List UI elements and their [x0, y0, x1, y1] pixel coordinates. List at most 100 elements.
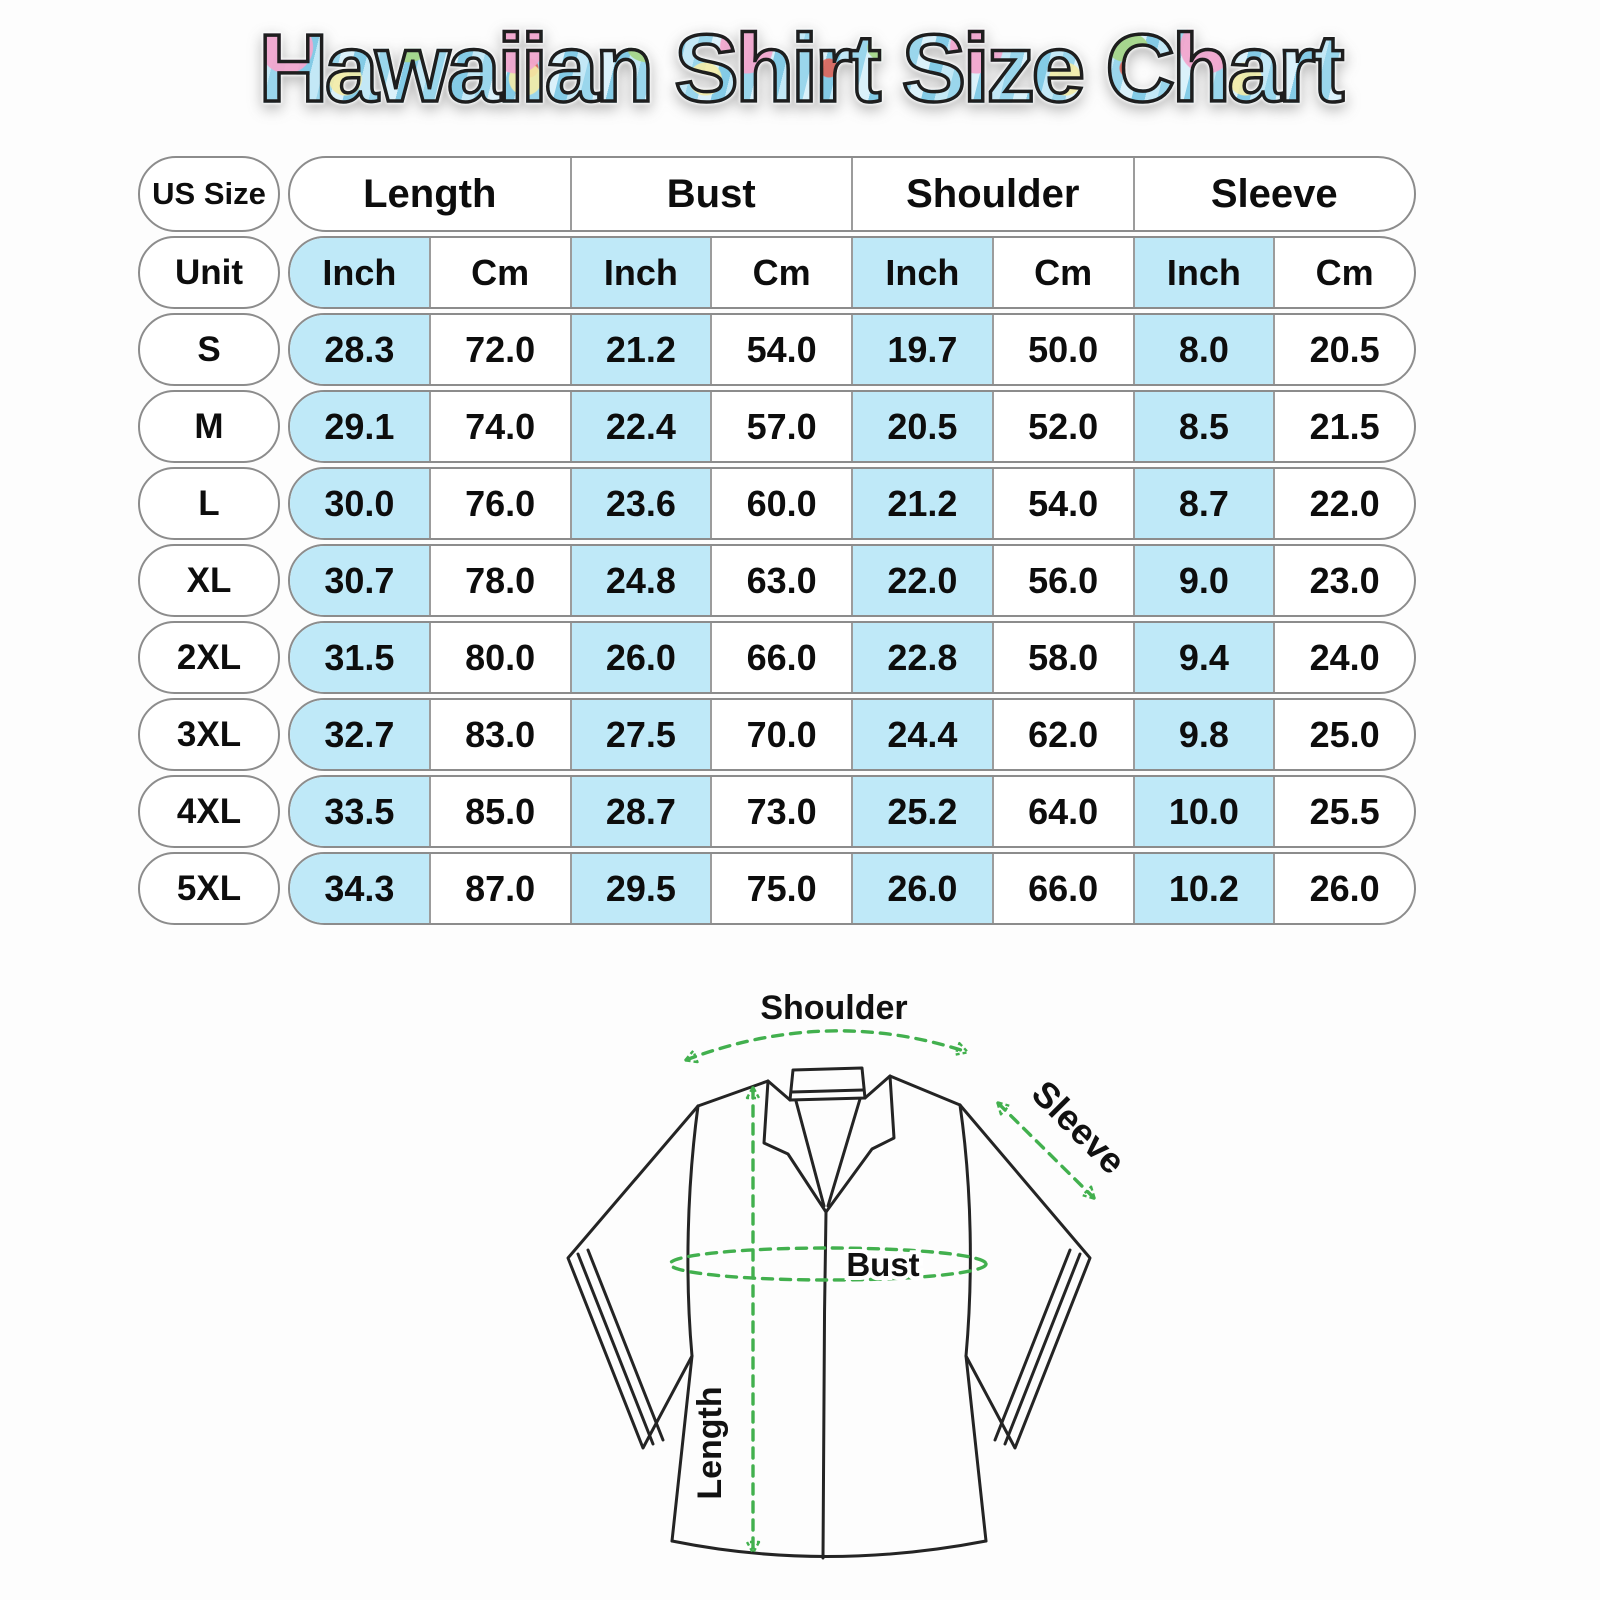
unit-header-row: Unit Inch Cm Inch Cm Inch Cm Inch Cm — [138, 236, 1416, 309]
value-cell-inch: 24.4 — [851, 700, 992, 769]
value-cell-inch: 9.8 — [1132, 700, 1274, 769]
value-cell-cm: 83.0 — [428, 700, 570, 769]
value-cell-inch: 28.3 — [290, 315, 429, 384]
size-label: 5XL — [138, 852, 280, 925]
row-values: 34.3 87.0 29.5 75.0 26.0 66.0 10.2 26.0 — [288, 852, 1416, 925]
size-label: 4XL — [138, 775, 280, 848]
value-cell-inch: 24.8 — [569, 546, 711, 615]
size-label: 3XL — [138, 698, 280, 771]
value-cell-inch: 30.7 — [290, 546, 429, 615]
value-cell-cm: 22.0 — [1273, 469, 1414, 538]
value-cell-cm: 21.5 — [1273, 392, 1414, 461]
value-cell-cm: 87.0 — [428, 854, 570, 923]
unit-header-cm: Cm — [710, 238, 851, 307]
value-cell-cm: 26.0 — [1273, 854, 1414, 923]
value-cell-inch: 26.0 — [851, 854, 992, 923]
unit-header-inch: Inch — [851, 238, 992, 307]
value-cell-cm: 54.0 — [991, 469, 1133, 538]
value-cell-cm: 56.0 — [991, 546, 1133, 615]
value-cell-cm: 58.0 — [991, 623, 1133, 692]
sleeve-arrow — [998, 1103, 1094, 1198]
value-cell-inch: 8.5 — [1132, 392, 1274, 461]
unit-header-inch: Inch — [569, 238, 711, 307]
value-cell-inch: 33.5 — [290, 777, 429, 846]
value-cell-inch: 19.7 — [851, 315, 992, 384]
value-cell-inch: 10.2 — [1132, 854, 1274, 923]
value-cell-cm: 66.0 — [710, 623, 851, 692]
group-header-length: Length — [363, 171, 497, 216]
value-cell-cm: 62.0 — [991, 700, 1133, 769]
value-cell-cm: 78.0 — [428, 546, 570, 615]
row-values: 29.1 74.0 22.4 57.0 20.5 52.0 8.5 21.5 — [288, 390, 1416, 463]
table-row-m: M 29.1 74.0 22.4 57.0 20.5 52.0 8.5 21.5 — [138, 390, 1416, 463]
measure-annotations — [668, 1029, 1094, 1552]
shirt-outline — [566, 1066, 1092, 1560]
unit-header-inch: Inch — [1132, 238, 1274, 307]
value-cell-inch: 8.7 — [1132, 469, 1274, 538]
value-cell-cm: 25.5 — [1273, 777, 1414, 846]
value-cell-cm: 23.0 — [1273, 546, 1414, 615]
unit-cell: Unit — [138, 236, 280, 309]
table-row-s: S 28.3 72.0 21.2 54.0 19.7 50.0 8.0 20.5 — [138, 313, 1416, 386]
unit-header-cm: Cm — [428, 238, 570, 307]
unit-label: Unit — [174, 252, 244, 292]
value-cell-inch: 29.1 — [290, 392, 429, 461]
group-header-sleeve: Sleeve — [1132, 158, 1415, 230]
value-cell-inch: 29.5 — [569, 854, 711, 923]
row-values: 30.7 78.0 24.8 63.0 22.0 56.0 9.0 23.0 — [288, 544, 1416, 617]
value-cell-inch: 23.6 — [569, 469, 711, 538]
unit-header-inch: Inch — [290, 238, 429, 307]
unit-header-cm: Cm — [991, 238, 1133, 307]
value-cell-inch: 22.4 — [569, 392, 711, 461]
size-label: XL — [138, 544, 280, 617]
bust-label: Bust — [846, 1246, 919, 1283]
row-values: 32.7 83.0 27.5 70.0 24.4 62.0 9.8 25.0 — [288, 698, 1416, 771]
unit-header-cells: Inch Cm Inch Cm Inch Cm Inch Cm — [288, 236, 1416, 309]
value-cell-inch: 10.0 — [1132, 777, 1274, 846]
value-cell-cm: 25.0 — [1273, 700, 1414, 769]
value-cell-inch: 27.5 — [569, 700, 711, 769]
value-cell-inch: 22.8 — [851, 623, 992, 692]
size-label: S — [138, 313, 280, 386]
length-label: Length — [691, 1386, 729, 1499]
value-cell-inch: 31.5 — [290, 623, 429, 692]
corner-cell-us-size: US Size — [138, 156, 280, 232]
value-cell-cm: 72.0 — [428, 315, 570, 384]
table-row-5xl: 5XL 34.3 87.0 29.5 75.0 26.0 66.0 10.2 26.0 — [138, 852, 1416, 925]
table-row-3xl: 3XL 32.7 83.0 27.5 70.0 24.4 62.0 9.8 25.0 — [138, 698, 1416, 771]
table-row-4xl: 4XL 33.5 85.0 28.7 73.0 25.2 64.0 10.0 25.5 — [138, 775, 1416, 848]
table-rows: S 28.3 72.0 21.2 54.0 19.7 50.0 8.0 20.5 M 29.1 74.… — [138, 313, 1416, 925]
unit-header-cm: Cm — [1273, 238, 1414, 307]
table-row-2xl: 2XL 31.5 80.0 26.0 66.0 22.8 58.0 9.4 24.0 — [138, 621, 1416, 694]
table-row-l: L 30.0 76.0 23.6 60.0 21.2 54.0 8.7 22.0 — [138, 467, 1416, 540]
corner-label: US Size — [152, 176, 266, 211]
value-cell-inch: 32.7 — [290, 700, 429, 769]
bust-ellipse — [668, 1246, 988, 1282]
group-header-cells: Length Bust Shoulder Sleeve — [288, 156, 1416, 232]
value-cell-inch: 20.5 — [851, 392, 992, 461]
value-cell-inch: 26.0 — [569, 623, 711, 692]
value-cell-cm: 57.0 — [710, 392, 851, 461]
value-cell-cm: 50.0 — [991, 315, 1133, 384]
value-cell-inch: 9.4 — [1132, 623, 1274, 692]
size-label: L — [138, 467, 280, 540]
value-cell-inch: 28.7 — [569, 777, 711, 846]
value-cell-cm: 64.0 — [991, 777, 1133, 846]
page-title: Hawaiian Shirt Size Chart — [0, 13, 1600, 124]
shirt-measurement-diagram: Shoulder Sleeve Bust Length — [520, 948, 1160, 1596]
value-cell-inch: 22.0 — [851, 546, 992, 615]
value-cell-cm: 85.0 — [428, 777, 570, 846]
value-cell-cm: 74.0 — [428, 392, 570, 461]
value-cell-cm: 80.0 — [428, 623, 570, 692]
value-cell-cm: 63.0 — [710, 546, 851, 615]
value-cell-cm: 66.0 — [991, 854, 1133, 923]
value-cell-cm: 54.0 — [710, 315, 851, 384]
shoulder-arrow — [686, 1029, 967, 1060]
table-row-xl: XL 30.7 78.0 24.8 63.0 22.0 56.0 9.0 23.0 — [138, 544, 1416, 617]
sleeve-label: Sleeve — [1024, 1072, 1134, 1182]
value-cell-cm: 60.0 — [710, 469, 851, 538]
shoulder-label: Shoulder — [760, 989, 907, 1027]
value-cell-inch: 30.0 — [290, 469, 429, 538]
value-cell-inch: 21.2 — [851, 469, 992, 538]
